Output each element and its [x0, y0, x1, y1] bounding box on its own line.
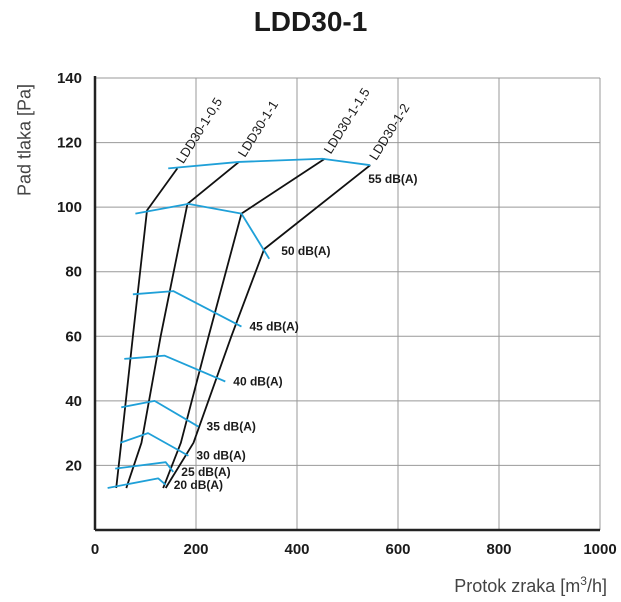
y-tick-label: 40 — [65, 393, 82, 410]
sound-level-line — [107, 477, 167, 489]
labels: 0 200 400 600 800 1000 20 40 60 80 100 120 140 LDD30-… — [57, 70, 617, 558]
sound-level-line — [124, 354, 226, 383]
sound-level-label: 40 dB(A) — [233, 374, 282, 388]
y-tick-label: 80 — [65, 264, 82, 281]
y-tick-label: 20 — [65, 457, 82, 474]
x-axis-label-text: Protok zraka [m — [454, 576, 581, 596]
chart-title: LDD30-1 — [253, 6, 368, 37]
x-axis-label: Protok zraka [m3/h] — [454, 574, 607, 597]
grid-lines — [95, 77, 601, 530]
y-tick-label: 120 — [57, 135, 82, 152]
x-tick-label: 400 — [284, 541, 309, 558]
series-line — [164, 164, 371, 489]
x-tick-label: 0 — [91, 541, 99, 558]
axes — [93, 76, 600, 532]
y-tick-label: 100 — [57, 199, 82, 216]
sound-level-line — [135, 203, 270, 260]
sound-level-label: 30 dB(A) — [196, 449, 245, 463]
sound-level-label: 50 dB(A) — [281, 244, 330, 258]
series-line — [125, 161, 240, 489]
x-tick-label: 1000 — [583, 541, 616, 558]
y-tick-label: 140 — [57, 70, 82, 87]
sound-level-line — [168, 157, 371, 170]
sound-level-line — [132, 290, 242, 328]
series-label: LDD30-1-1,5 — [321, 85, 373, 156]
y-axis-label: Pad tlaka [Pa] — [14, 83, 35, 197]
sound-level-label: 25 dB(A) — [181, 465, 230, 479]
x-tick-label: 200 — [183, 541, 208, 558]
x-axis-label-sup: 3 — [580, 574, 587, 588]
series-line — [162, 157, 326, 489]
x-tick-label: 600 — [385, 541, 410, 558]
x-axis-label-suffix: /h] — [586, 576, 607, 596]
sound-level-label: 45 dB(A) — [249, 320, 298, 334]
y-tick-label: 60 — [65, 328, 82, 345]
series-line — [115, 167, 179, 489]
sound-level-label: 20 dB(A) — [174, 478, 223, 492]
series-label: LDD30-1-0,5 — [173, 95, 225, 166]
series-label: LDD30-1-2 — [366, 101, 412, 163]
series-layer — [115, 157, 371, 489]
sound-level-label: 55 dB(A) — [368, 172, 417, 186]
sound-level-line — [121, 399, 199, 428]
sound-level-line — [115, 461, 174, 473]
x-tick-label: 800 — [486, 541, 511, 558]
sound-level-line — [119, 432, 189, 457]
sound-level-label: 35 dB(A) — [207, 420, 256, 434]
series-label: LDD30-1-1 — [235, 98, 281, 160]
sound-level-lines — [107, 157, 371, 489]
